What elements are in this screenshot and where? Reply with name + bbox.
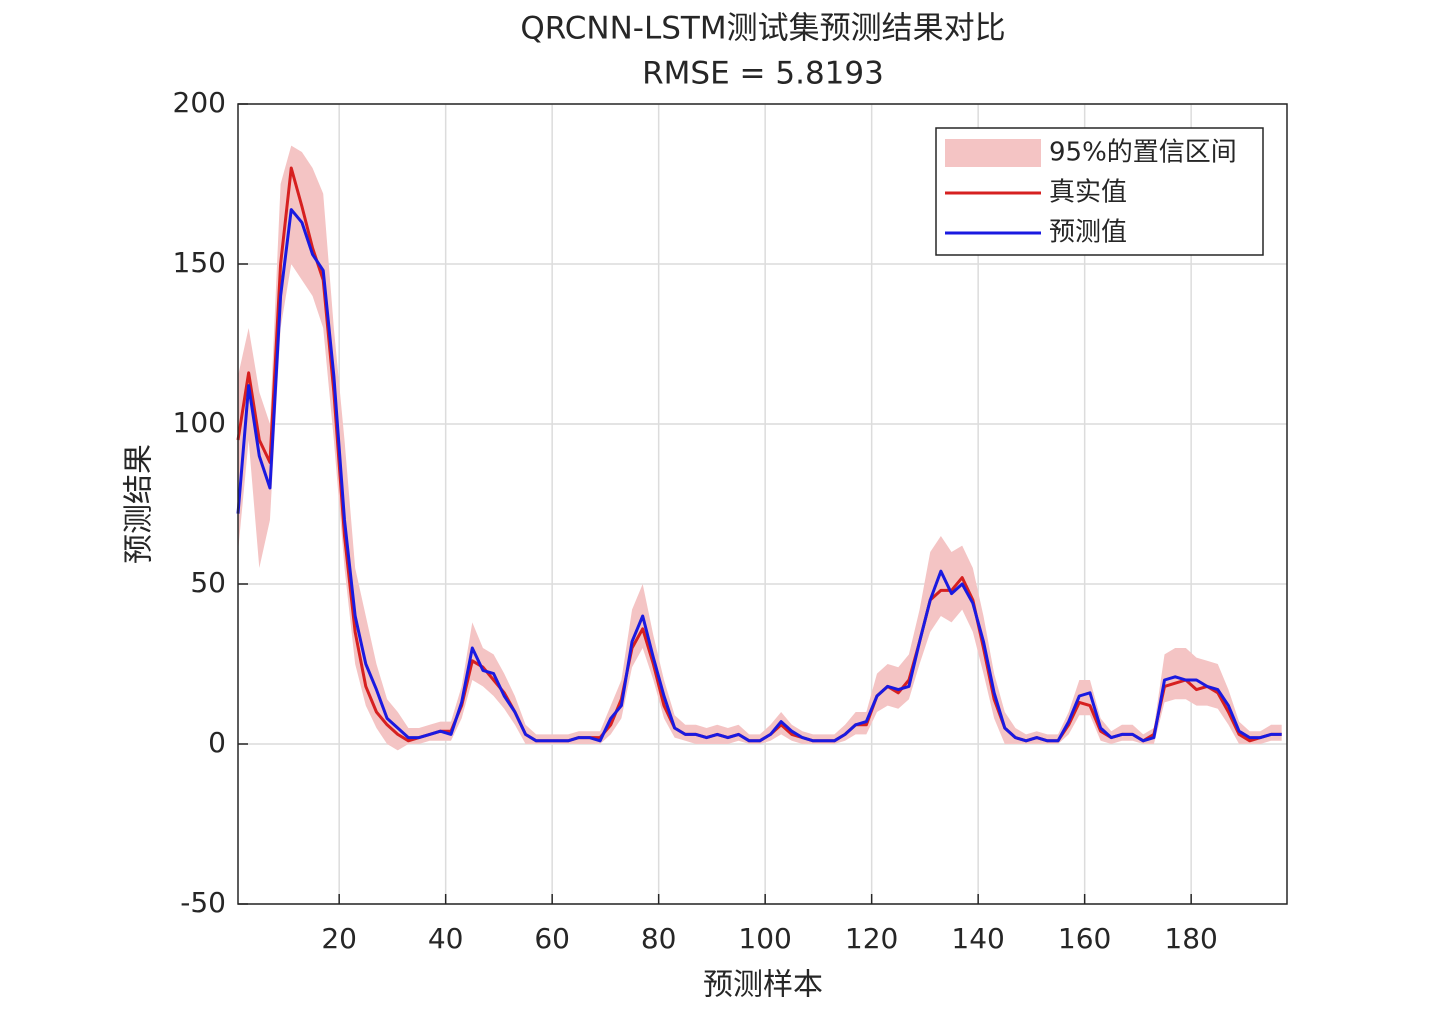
x-tick-label: 160 — [1058, 922, 1111, 955]
x-tick-label: 20 — [321, 922, 357, 955]
chart-title: QRCNN-LSTM测试集预测结果对比 — [520, 11, 1005, 47]
y-tick-label: 150 — [173, 246, 226, 279]
chart-subtitle: RMSE = 5.8193 — [642, 56, 884, 92]
x-tick-label: 60 — [534, 922, 570, 955]
series-line — [236, 208, 1282, 743]
legend-swatch — [945, 139, 1041, 167]
confidence-band — [238, 145, 1282, 751]
x-tick-label: 40 — [428, 922, 464, 955]
x-tick-label: 140 — [951, 922, 1004, 955]
legend-label: 预测值 — [1049, 218, 1127, 248]
y-axis-label: 预测结果 — [122, 444, 157, 564]
x-tick-label: 80 — [641, 922, 677, 955]
plot-frame — [237, 103, 1288, 905]
legend-label: 95%的置信区间 — [1049, 138, 1237, 168]
x-tick-label: 180 — [1164, 922, 1217, 955]
y-tick-label: 200 — [173, 86, 226, 119]
y-tick-label: 0 — [208, 726, 226, 759]
y-tick-label: -50 — [180, 886, 226, 919]
x-tick-label: 120 — [845, 922, 898, 955]
legend-label: 真实值 — [1049, 178, 1127, 208]
y-tick-label: 50 — [190, 566, 226, 599]
x-axis-label: 预测样本 — [703, 968, 823, 1003]
y-tick-label: 100 — [173, 406, 226, 439]
x-tick-label: 100 — [738, 922, 791, 955]
